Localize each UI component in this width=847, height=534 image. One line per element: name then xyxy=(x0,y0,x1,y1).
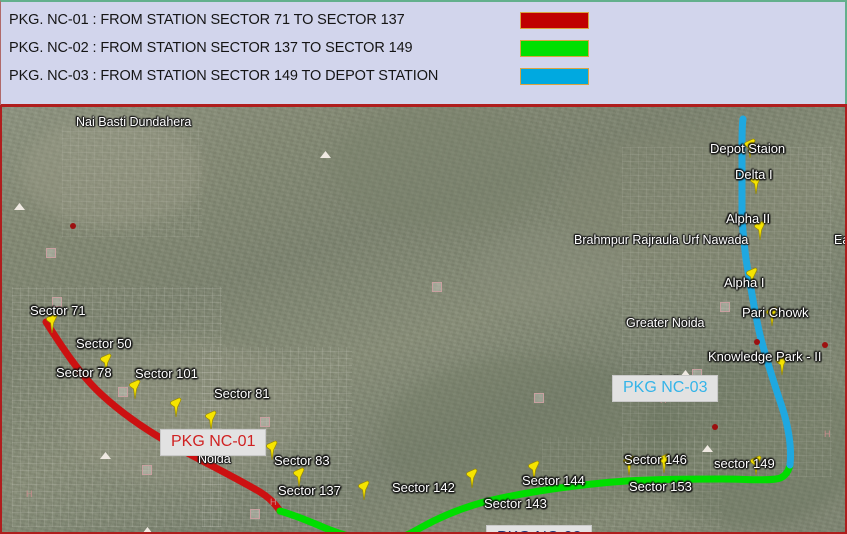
map-texture xyxy=(2,107,845,532)
poi-hut-icon xyxy=(100,452,111,459)
poi-hut-icon xyxy=(14,203,25,210)
poi-square-icon xyxy=(142,465,152,475)
station-pin-sector-81[interactable] xyxy=(203,407,219,431)
pkg-callout-nc01[interactable]: PKG NC-01 xyxy=(160,429,267,456)
poi-square-icon xyxy=(432,282,442,292)
poi-hut-icon xyxy=(320,151,331,158)
route-nc02-green xyxy=(276,461,794,532)
station-pin-pari-chowk[interactable] xyxy=(764,303,780,327)
poi-marker-dot xyxy=(754,339,760,345)
route-nc03-blue xyxy=(738,115,794,469)
station-pin-sector-146[interactable] xyxy=(656,450,672,474)
urban-patch xyxy=(62,127,202,237)
route-nc01-red xyxy=(42,318,284,515)
station-pin-sector-71[interactable] xyxy=(44,310,60,334)
poi-square-icon xyxy=(720,302,730,312)
station-pin-sector-78[interactable] xyxy=(127,376,143,400)
poi-marker-dot xyxy=(712,424,718,430)
poi-marker-dot xyxy=(822,342,828,348)
terrain-blob xyxy=(562,127,822,277)
poi-square-icon xyxy=(46,248,56,258)
poi-square-icon xyxy=(118,387,128,397)
poi-square-icon xyxy=(260,417,270,427)
station-pin-alpha-i[interactable] xyxy=(744,264,760,288)
poi-hospital-icon: H xyxy=(26,489,33,499)
terrain-blob xyxy=(62,337,302,487)
station-pin-delta-i[interactable] xyxy=(748,171,764,195)
poi-hospital-icon: H xyxy=(270,497,277,507)
legend-label-nc03: PKG. NC-03 : FROM STATION SECTOR 149 TO … xyxy=(9,68,439,84)
poi-marker-dot xyxy=(70,223,76,229)
poi-hut-icon xyxy=(680,370,691,377)
station-pin-sector-142[interactable] xyxy=(356,477,372,501)
station-pin-knowledge-park-ii[interactable] xyxy=(774,352,790,376)
station-pin-sector-144[interactable] xyxy=(526,457,542,481)
legend-swatch-nc02 xyxy=(520,40,589,57)
legend-row-nc02: PKG. NC-02 : FROM STATION SECTOR 137 TO … xyxy=(9,35,413,61)
pkg-callout-nc02[interactable]: PKG NC-02 xyxy=(486,525,593,532)
route-lines xyxy=(42,115,794,532)
legend-row-nc03: PKG. NC-03 : FROM STATION SECTOR 149 TO … xyxy=(9,63,438,89)
terrain-blob xyxy=(22,117,202,227)
station-pin-sector-153[interactable] xyxy=(621,452,637,476)
legend-swatch-nc03 xyxy=(520,68,589,85)
station-pin-sector-50[interactable] xyxy=(98,350,114,374)
poi-square-icon xyxy=(534,393,544,403)
station-pin-depot-staion[interactable] xyxy=(742,135,758,159)
station-pin-sector-101[interactable] xyxy=(168,394,184,418)
station-pin-sector-149[interactable] xyxy=(748,452,764,476)
station-pin-sector-83[interactable] xyxy=(264,437,280,461)
satellite-map[interactable]: 🏛 🏛 H H H H H Nai Basti Dundahera Dadri … xyxy=(0,105,847,534)
poi-hut-icon xyxy=(702,445,713,452)
legend-label-nc02: PKG. NC-02 : FROM STATION SECTOR 137 TO … xyxy=(9,40,413,56)
poi-hospital-icon: H xyxy=(824,429,831,439)
terrain-blob xyxy=(472,227,632,317)
legend-swatch-nc01 xyxy=(520,12,589,29)
urban-patch xyxy=(622,147,832,477)
pkg-callout-nc03[interactable]: PKG NC-03 xyxy=(612,375,719,402)
poi-square-icon xyxy=(250,509,260,519)
poi-hut-icon xyxy=(142,527,153,532)
terrain-blob xyxy=(332,107,552,227)
poi-square-icon xyxy=(52,297,62,307)
station-pin-sector-137[interactable] xyxy=(291,464,307,488)
legend-panel: PKG. NC-01 : FROM STATION SECTOR 71 TO S… xyxy=(0,0,847,107)
station-pin-alpha-ii[interactable] xyxy=(752,217,768,241)
legend-label-nc01: PKG. NC-01 : FROM STATION SECTOR 71 TO S… xyxy=(9,12,405,28)
legend-row-nc01: PKG. NC-01 : FROM STATION SECTOR 71 TO S… xyxy=(9,7,405,33)
station-pin-sector-143[interactable] xyxy=(464,465,480,489)
